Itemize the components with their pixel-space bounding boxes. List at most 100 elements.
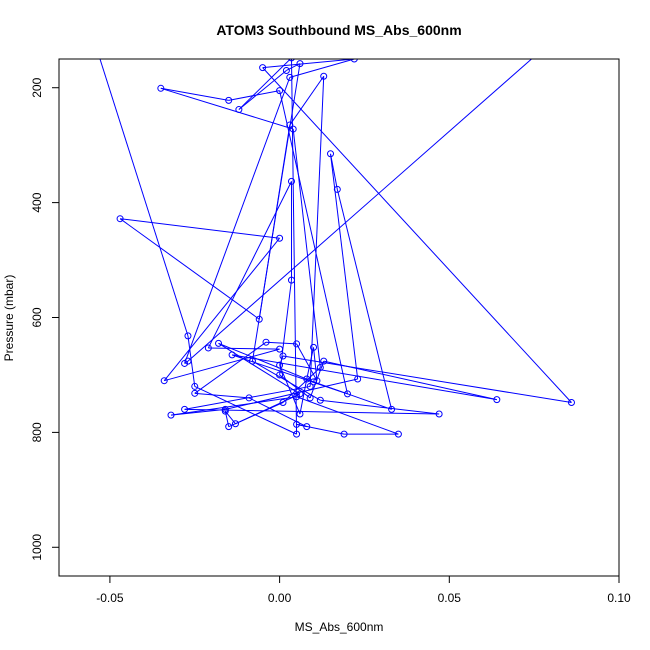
data-point [93, 45, 99, 51]
series-segment [289, 59, 355, 78]
series-segment [296, 396, 399, 435]
series-segment [320, 399, 440, 415]
series-segment [279, 374, 311, 399]
series-segment [289, 75, 325, 126]
data-point [303, 423, 311, 431]
series-segment [218, 342, 314, 383]
data-point [191, 382, 199, 390]
data-point [259, 64, 267, 72]
data-point [276, 361, 284, 369]
data-point [191, 389, 199, 397]
data-point [184, 357, 192, 365]
series-segment [160, 87, 229, 101]
y-axis: 200 400 600 800 1000 [30, 77, 60, 561]
data-point [282, 66, 290, 74]
series-segment [238, 59, 292, 110]
data-point [333, 185, 341, 193]
data-point [493, 396, 501, 404]
series-segment [163, 237, 280, 382]
series-segment [232, 354, 497, 401]
series-segment [235, 393, 301, 425]
data-point [287, 276, 295, 284]
data-point [343, 390, 351, 398]
data-point [181, 405, 189, 413]
series-segment [170, 396, 297, 416]
data-point [567, 399, 575, 407]
series-segment [99, 59, 189, 337]
data-point [306, 394, 314, 402]
data-point [279, 352, 287, 360]
plot-frame [58, 58, 620, 577]
series-segment [262, 59, 355, 69]
series-segment [238, 70, 287, 110]
data-point [388, 405, 396, 413]
x-tick-label: -0.05 [96, 591, 124, 605]
series-segment [164, 348, 280, 382]
series-segment [194, 341, 267, 394]
series-segment [262, 67, 572, 403]
data-point [235, 106, 243, 114]
data-point [157, 84, 165, 92]
series-segment [279, 364, 301, 415]
series-segment [279, 355, 284, 366]
y-axis-label: Pressure (mbar) [2, 275, 16, 362]
x-tick-label: 0.10 [607, 591, 631, 605]
data-point [316, 363, 324, 371]
series-segment [228, 90, 280, 101]
data-point [276, 234, 284, 242]
series-segment [194, 392, 250, 399]
series-segment [218, 342, 301, 395]
data-point [255, 315, 263, 323]
data-point [204, 344, 212, 352]
data-point [293, 393, 301, 401]
data-point [316, 396, 324, 404]
series-segment [160, 87, 294, 130]
y-tick-label: 1000 [30, 534, 44, 561]
y-tick-label: 600 [30, 307, 44, 327]
data-point [276, 371, 284, 379]
data-point [293, 420, 301, 428]
series-segment [313, 347, 318, 381]
x-tick-label: 0.00 [268, 591, 292, 605]
data-point [306, 382, 314, 390]
data-point [394, 430, 402, 438]
data-point [293, 430, 301, 438]
data-point [435, 410, 443, 418]
chart-title: ATOM3 Southbound MS_Abs_600nm [216, 22, 461, 38]
data-point [313, 377, 321, 385]
data-point [296, 60, 304, 68]
x-axis-label: MS_Abs_600nm [295, 620, 384, 634]
data-point [293, 340, 301, 348]
data-point [320, 72, 328, 80]
series-segment [296, 343, 318, 381]
series-segment [119, 218, 260, 320]
data-point [215, 339, 223, 347]
data-point [350, 59, 358, 63]
series-segment [258, 124, 291, 320]
x-axis: -0.05 0.00 0.05 0.10 [96, 575, 631, 605]
plot-points [93, 39, 575, 438]
data-point [286, 73, 294, 81]
series-segment [306, 347, 315, 380]
data-point [262, 338, 270, 346]
data-point [286, 121, 294, 129]
plot-area [99, 59, 572, 435]
series-segment [208, 347, 280, 350]
data-point [548, 39, 554, 45]
data-point [310, 378, 318, 386]
data-point [228, 351, 236, 359]
x-tick-label: 0.05 [438, 591, 462, 605]
series-segment [299, 378, 308, 415]
series-segment [282, 355, 572, 404]
data-point [327, 150, 335, 158]
series-segment [279, 90, 348, 395]
data-point [279, 399, 287, 407]
data-point [245, 394, 253, 402]
data-point [225, 96, 233, 104]
data-point [225, 423, 233, 431]
y-tick-label: 400 [30, 192, 44, 212]
series-segment [266, 341, 297, 345]
data-point [167, 411, 175, 419]
y-tick-label: 200 [30, 77, 44, 97]
data-point [231, 420, 239, 428]
